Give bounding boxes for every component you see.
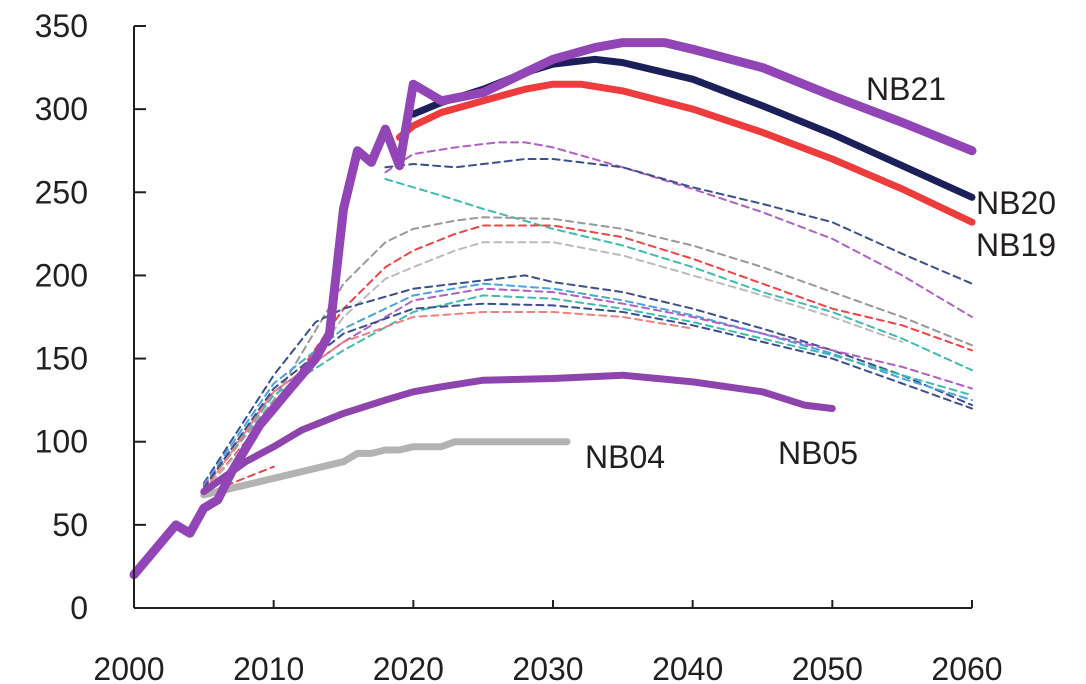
series-line-nb04 [200,438,571,499]
series-label-nb05: NB05 [778,435,858,471]
dashed-series-line [384,158,973,285]
y-tick-label: 100 [35,424,88,460]
x-tick-label: 2040 [652,651,723,684]
y-tick-label: 300 [35,91,88,127]
x-tick-label: 2000 [93,651,164,684]
series-line-nb19 [395,80,976,226]
y-tick-label: 350 [35,8,88,44]
y-axis-ticks: 0 50 100 150 200 250 300 350 [35,8,146,626]
x-tick-label: 2010 [233,651,304,684]
dashed-series-line [202,287,973,488]
y-tick-label: 200 [35,257,88,293]
dashed-series-line [202,241,904,493]
y-tick-label: 0 [70,590,88,626]
x-tick-label: 2050 [792,651,863,684]
x-tick-label: 2030 [512,651,583,684]
dashed-series-group [202,141,973,496]
series-label-nb21: NB21 [866,71,946,107]
dashed-series-line [202,216,973,490]
x-axis-ticks: 2000 2010 2020 2030 2040 2050 2060 [93,600,1003,684]
dashed-series-line [202,302,973,490]
dashed-series-line [202,224,973,493]
dashed-series-line [202,274,973,485]
y-tick-label: 250 [35,174,88,210]
y-tick-label: 50 [52,507,88,543]
dashed-series-line [202,311,694,493]
dashed-series-line [384,141,973,318]
series-label-nb20: NB20 [976,185,1056,221]
dashed-series-line [202,294,973,490]
series-label-nb19: NB19 [976,227,1056,263]
series-labels: NB04 NB05 NB19 NB20 NB21 [585,71,1056,475]
series-line-nb21 [129,38,977,580]
dashed-series-line [384,178,973,372]
series-line-nb05 [200,371,836,496]
dashed-series-line [202,465,275,496]
series-label-nb04: NB04 [585,439,665,475]
solid-series-group [129,38,977,580]
y-tick-label: 150 [35,341,88,377]
x-tick-label: 2060 [931,651,1002,684]
x-tick-label: 2020 [373,651,444,684]
